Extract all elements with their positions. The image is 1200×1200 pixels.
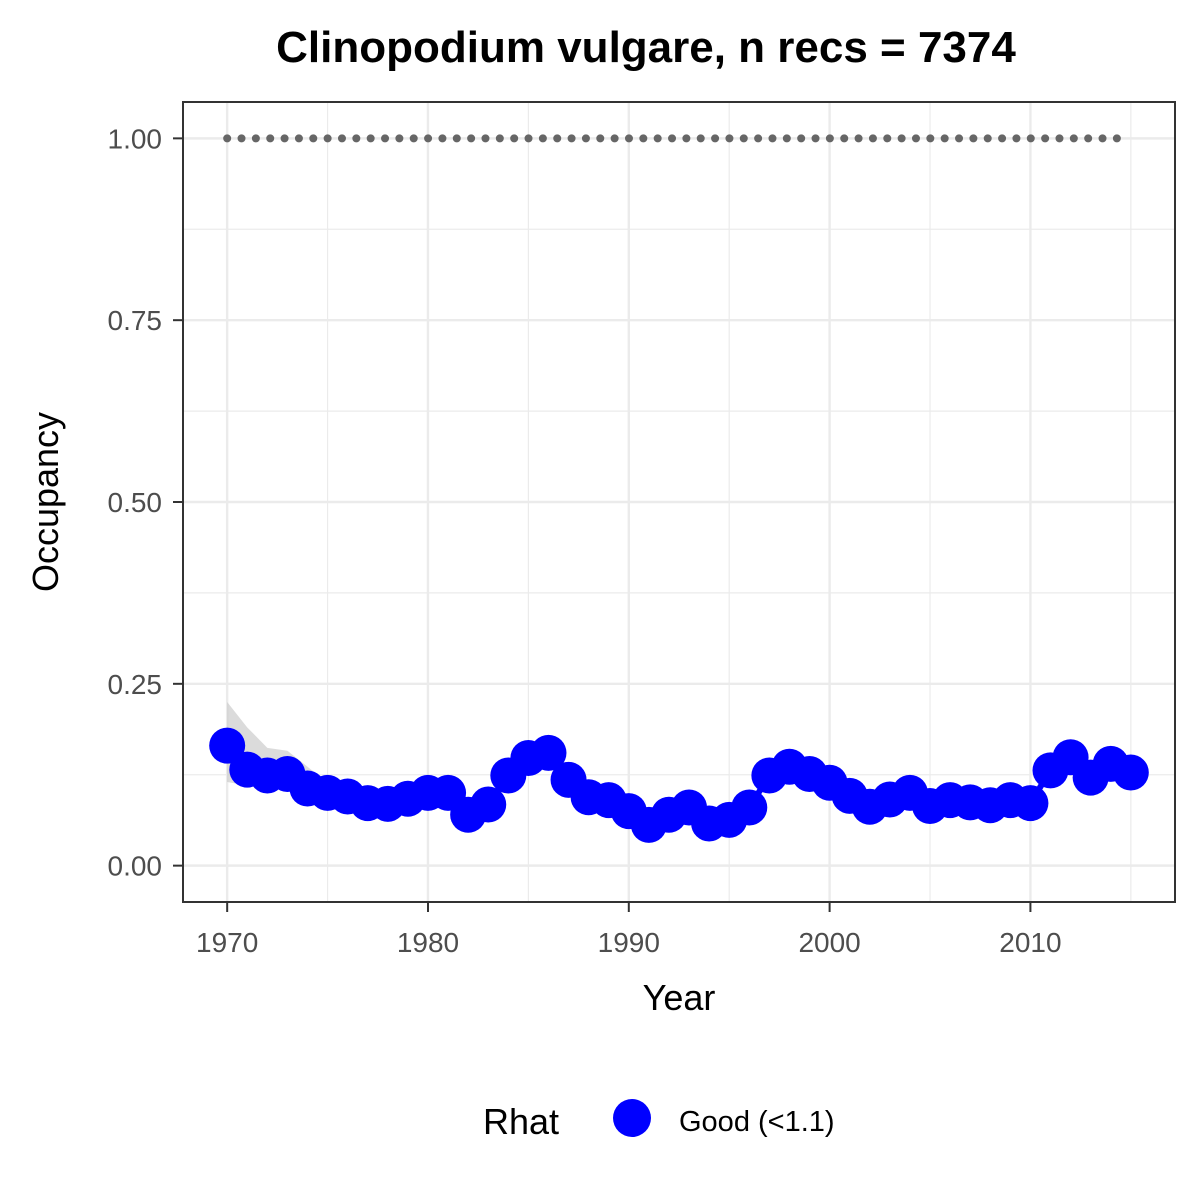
x-tick-label: 1980 xyxy=(397,927,459,958)
y-axis: 0.00 0.25 0.50 0.75 1.00 xyxy=(108,123,183,882)
data-point-2010 xyxy=(1012,785,1049,822)
data-point-2015 xyxy=(1112,754,1149,791)
occupancy-points xyxy=(209,727,1149,843)
chart-title: Clinopodium vulgare, n recs = 7374 xyxy=(276,23,1016,72)
y-tick-label: 0.25 xyxy=(108,669,163,700)
y-tick-label: 0.50 xyxy=(108,487,163,518)
x-axis-title: Year xyxy=(643,977,716,1018)
x-tick-label: 2000 xyxy=(798,927,860,958)
legend: Rhat Good (<1.1) xyxy=(483,1099,835,1142)
legend-key-good xyxy=(613,1099,651,1137)
plot-panel xyxy=(182,101,1176,903)
legend-label-good: Good (<1.1) xyxy=(679,1106,835,1138)
y-tick-label: 1.00 xyxy=(108,123,163,154)
y-axis-title: Occupancy xyxy=(25,412,66,592)
data-point-1996 xyxy=(731,789,768,826)
grid-major xyxy=(183,102,1175,902)
x-tick-label: 2010 xyxy=(999,927,1061,958)
grid-minor xyxy=(183,102,1175,902)
legend-title: Rhat xyxy=(483,1101,559,1142)
y-tick-label: 0.00 xyxy=(108,851,163,882)
data-point-1983 xyxy=(470,786,507,823)
data-point-1970 xyxy=(209,727,246,764)
x-axis: 1970 1980 1990 2000 2010 xyxy=(196,902,1062,958)
y-tick-label: 0.75 xyxy=(108,305,163,336)
x-tick-label: 1990 xyxy=(598,927,660,958)
data-point-1986 xyxy=(530,734,567,771)
x-tick-label: 1970 xyxy=(196,927,258,958)
